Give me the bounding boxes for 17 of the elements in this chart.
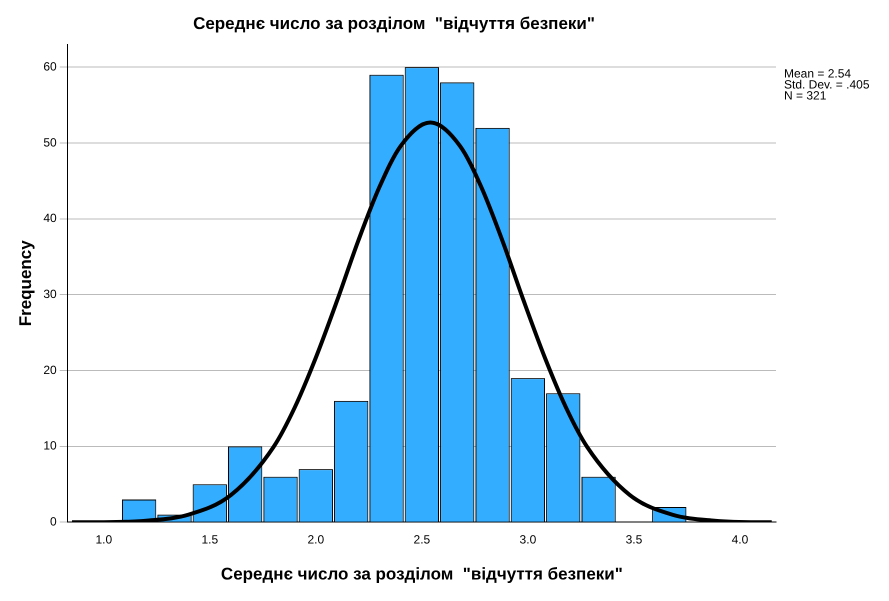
y-tick-label: 40	[43, 211, 58, 226]
y-tick-label: 30	[43, 286, 58, 301]
x-tick-label: 1.5	[201, 532, 218, 547]
chart-title: Середнє число за розділом "відчуття безпеки"	[193, 14, 595, 33]
x-axis-title: Середнє число за розділом "відчуття безпеки"	[220, 564, 623, 584]
y-tick-label: 50	[43, 135, 58, 150]
y-tick-label: 60	[43, 59, 58, 74]
y-tick-label: 20	[43, 362, 58, 377]
x-tick-label: 3.5	[626, 532, 643, 547]
x-tick-label: 2.0	[308, 532, 325, 547]
x-tick-label: 3.0	[520, 532, 537, 547]
y-tick-label: 0	[50, 514, 58, 529]
x-tick-label: 4.0	[732, 532, 749, 547]
y-tick-label: 10	[43, 438, 58, 453]
x-tick-label: 2.5	[414, 532, 431, 547]
y-axis-title: Frequency	[16, 240, 35, 326]
x-tick-label: 1.0	[95, 532, 112, 547]
